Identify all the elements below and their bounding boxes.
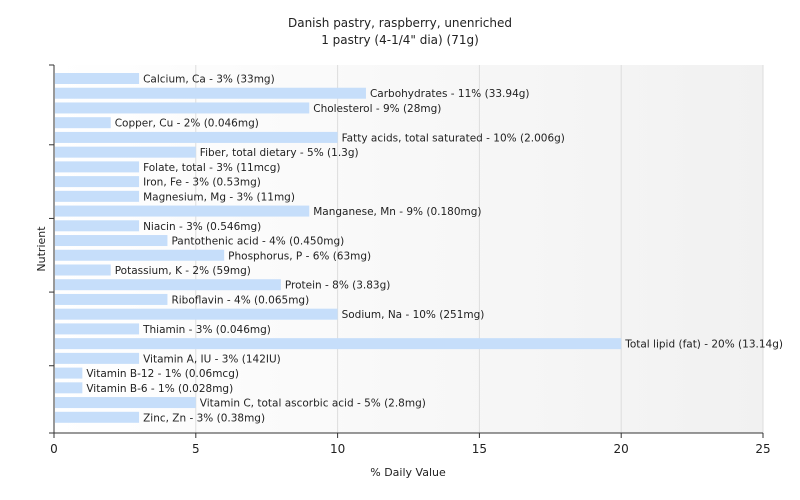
- bar-label-11: Pantothenic acid - 4% (0.450mg): [171, 236, 344, 248]
- bar-label-10: Niacin - 3% (0.546mg): [143, 221, 261, 233]
- bar-label-12: Phosphorus, P - 6% (63mg): [228, 250, 371, 262]
- bar-19: [55, 352, 140, 364]
- x-ticks: 0 5 10 15 20 25: [50, 433, 771, 456]
- bar-22: [55, 397, 196, 409]
- chart-subtitle: 1 pastry (4-1/4" dia) (71g): [321, 33, 479, 47]
- bar-16: [55, 308, 338, 320]
- bar-label-17: Thiamin - 3% (0.046mg): [142, 324, 271, 336]
- x-tick-label-0: 0: [50, 442, 58, 456]
- x-axis-label: % Daily Value: [370, 466, 446, 479]
- chart-title: Danish pastry, raspberry, unenriched: [288, 16, 512, 30]
- bar-17: [55, 323, 140, 335]
- x-tick-label-1: 5: [192, 442, 200, 456]
- bar-label-23: Zinc, Zn - 3% (0.38mg): [143, 412, 265, 424]
- bar-13: [55, 264, 111, 276]
- bar-1: [55, 87, 366, 99]
- x-tick-label-4: 20: [614, 442, 629, 456]
- bar-label-4: Fatty acids, total saturated - 10% (2.00…: [342, 132, 565, 144]
- bar-label-0: Calcium, Ca - 3% (33mg): [143, 74, 275, 86]
- bar-label-7: Iron, Fe - 3% (0.53mg): [143, 177, 261, 189]
- bar-12: [55, 249, 225, 261]
- bar-15: [55, 293, 168, 305]
- bar-9: [55, 205, 310, 217]
- bar-labels: Calcium, Ca - 3% (33mg) Carbohydrates - 1…: [86, 74, 783, 425]
- bar-3: [55, 117, 111, 129]
- bar-20: [55, 367, 83, 379]
- axes: [53, 65, 763, 434]
- bar-label-21: Vitamin B-6 - 1% (0.028mg): [86, 383, 233, 395]
- x-tick-label-5: 25: [755, 442, 770, 456]
- bar-label-2: Cholesterol - 9% (28mg): [313, 103, 441, 115]
- bar-0: [55, 73, 140, 84]
- bar-label-15: Riboflavin - 4% (0.065mg): [171, 294, 309, 306]
- y-axis-label: Nutrient: [35, 226, 48, 272]
- x-tick-label-3: 15: [472, 442, 487, 456]
- bar-10: [55, 220, 140, 232]
- x-tick-label-2: 10: [330, 442, 345, 456]
- plot-background: [54, 65, 763, 433]
- bar-14: [55, 279, 281, 291]
- bar-2: [55, 102, 310, 114]
- bar-label-9: Manganese, Mn - 9% (0.180mg): [313, 206, 481, 218]
- bars: [55, 73, 622, 423]
- bar-18: [55, 338, 622, 350]
- gridlines: [195, 65, 764, 433]
- bar-7: [55, 176, 140, 188]
- bar-label-20: Vitamin B-12 - 1% (0.06mcg): [86, 368, 239, 380]
- bar-label-1: Carbohydrates - 11% (33.94g): [370, 88, 530, 100]
- bar-11: [55, 235, 168, 247]
- bar-21: [55, 382, 83, 394]
- bar-label-3: Copper, Cu - 2% (0.046mg): [115, 118, 259, 130]
- bar-8: [55, 190, 140, 202]
- bar-label-16: Sodium, Na - 10% (251mg): [342, 309, 485, 321]
- y-ticks: [49, 64, 54, 434]
- bar-label-18: Total lipid (fat) - 20% (13.14g): [624, 339, 783, 351]
- bar-label-19: Vitamin A, IU - 3% (142IU): [143, 353, 281, 365]
- bar-label-13: Potassium, K - 2% (59mg): [115, 265, 251, 277]
- bar-5: [55, 146, 196, 158]
- bar-label-6: Folate, total - 3% (11mcg): [143, 162, 280, 174]
- bar-23: [55, 411, 140, 423]
- bar-label-22: Vitamin C, total ascorbic acid - 5% (2.8…: [200, 398, 426, 410]
- bar-4: [55, 131, 338, 143]
- bar-label-5: Fiber, total dietary - 5% (1.3g): [200, 147, 359, 159]
- bar-label-14: Protein - 8% (3.83g): [285, 280, 391, 292]
- bar-6: [55, 161, 140, 173]
- bar-label-8: Magnesium, Mg - 3% (11mg): [143, 191, 295, 203]
